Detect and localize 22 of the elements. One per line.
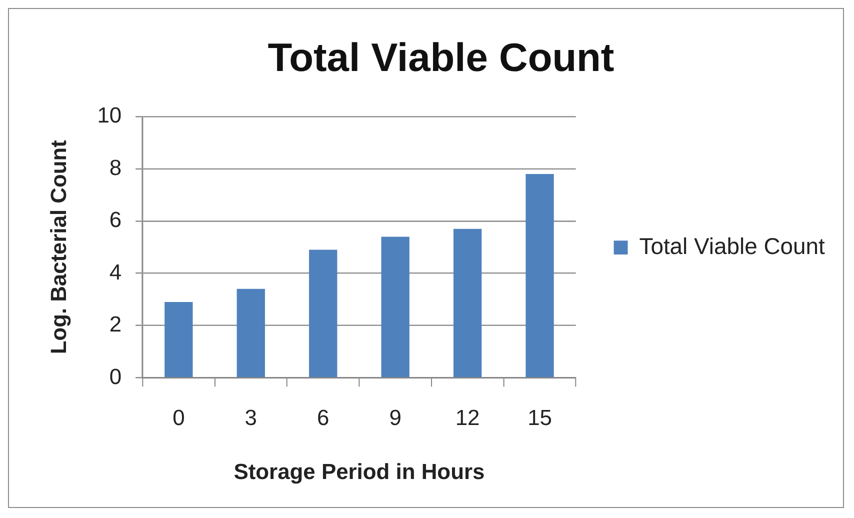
bar: [236, 288, 265, 378]
y-tick-label: 10: [97, 102, 122, 128]
x-tick-label: 6: [317, 404, 330, 430]
x-tick-label: 9: [389, 404, 402, 430]
x-tick-label: 15: [528, 404, 552, 430]
y-tick-label: 2: [109, 312, 122, 337]
y-tick-label: 8: [109, 154, 122, 180]
y-axis-title: Log. Bacterial Count: [46, 139, 72, 354]
legend-label: Total Viable Count: [639, 232, 826, 259]
bar: [309, 250, 338, 378]
x-tick-label: 0: [172, 404, 185, 430]
bar: [453, 228, 482, 378]
y-tick-label: 6: [109, 207, 122, 232]
bar: [381, 236, 410, 378]
x-tick-label: 3: [244, 404, 257, 430]
chart-title: Total Viable Count: [268, 36, 614, 80]
bar: [526, 174, 554, 378]
y-tick-label: 4: [109, 259, 122, 284]
bar: [164, 302, 193, 378]
x-tick-label: 12: [455, 404, 480, 430]
y-tick-label: 0: [109, 364, 122, 389]
x-axis-title: Storage Period in Hours: [234, 458, 485, 484]
